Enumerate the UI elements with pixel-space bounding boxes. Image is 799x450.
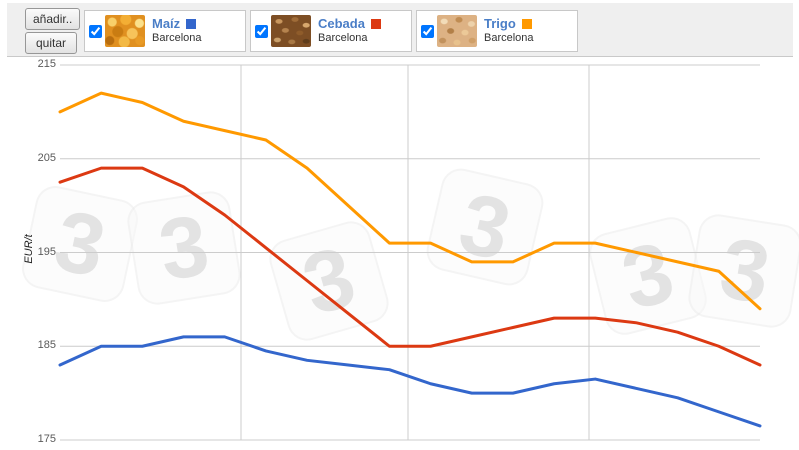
corn-thumbnail-image <box>105 15 145 47</box>
y-axis-tick-label: 185 <box>37 339 56 352</box>
series-city-label: Barcelona <box>152 32 202 44</box>
legend-card-text: Trigo Barcelona <box>484 16 534 46</box>
y-axis-tick-label: 205 <box>37 151 56 164</box>
series-line-trigo-barcelona[interactable] <box>58 91 762 311</box>
series-color-swatch-trigo <box>521 18 532 29</box>
remove-series-button[interactable]: quitar <box>25 32 77 54</box>
wheat-thumbnail-image <box>437 15 477 47</box>
series-line-ma-z-barcelona[interactable] <box>58 335 762 428</box>
series-line-cebada-barcelona[interactable] <box>58 166 762 367</box>
series-city-label: Barcelona <box>318 32 368 44</box>
y-axis-tick-label: 195 <box>37 245 56 258</box>
line-chart-canvas[interactable] <box>0 57 799 450</box>
series-color-swatch-cebada <box>370 18 381 29</box>
legend-card-trigo[interactable]: Trigo Barcelona <box>416 10 578 52</box>
y-axis-tick-label: 215 <box>37 58 56 70</box>
series-city-label: Barcelona <box>484 32 534 44</box>
maiz-visibility-checkbox[interactable] <box>89 24 102 38</box>
price-chart: 3 3 3 3 3 3 EUR/t 215 205 195 185 175 <box>0 57 799 450</box>
y-axis-tick-label: 175 <box>37 433 56 445</box>
legend-card-maiz[interactable]: Maíz Barcelona <box>84 10 246 52</box>
legend-toolbar: añadir.. quitar Maíz Barcelona Cebada <box>7 3 793 57</box>
legend-card-text: Cebada Barcelona <box>318 16 381 46</box>
series-color-swatch-maiz <box>186 18 197 29</box>
trigo-visibility-checkbox[interactable] <box>421 24 434 38</box>
cebada-visibility-checkbox[interactable] <box>255 24 268 38</box>
legend-card-cebada[interactable]: Cebada Barcelona <box>250 10 412 52</box>
barley-thumbnail-image <box>271 15 311 47</box>
legend-cards: Maíz Barcelona Cebada Barcelona <box>84 10 578 52</box>
series-title-cebada[interactable]: Cebada <box>318 16 365 31</box>
series-title-trigo[interactable]: Trigo <box>484 16 516 31</box>
legend-card-text: Maíz Barcelona <box>152 16 202 46</box>
series-title-maiz[interactable]: Maíz <box>152 16 181 31</box>
add-series-button[interactable]: añadir.. <box>25 8 81 30</box>
